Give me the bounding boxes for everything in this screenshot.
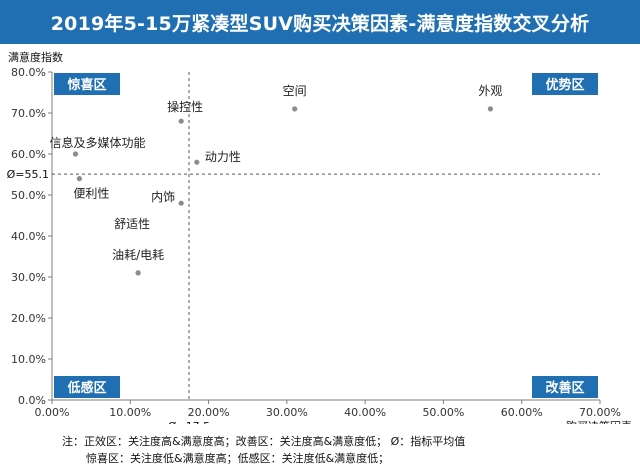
- y-tick-label: 0.0%: [18, 394, 46, 407]
- x-tick-label: 50.00%: [422, 406, 464, 419]
- scatter-point: [292, 106, 298, 112]
- chart-title: 2019年5-15万紧凑型SUV购买决策因素-满意度指数交叉分析: [0, 0, 640, 44]
- legend-note-1: 注：正效区：关注度高&满意度高；改善区：关注度高&满意度低； Ø：指标平均值: [62, 435, 466, 448]
- y-tick-label: 70.0%: [11, 107, 46, 120]
- quadrant-badge: [54, 73, 120, 95]
- scatter-point: [178, 118, 184, 124]
- y-tick-label: 50.0%: [11, 189, 46, 202]
- point-label: 信息及多媒体功能: [49, 135, 145, 150]
- quadrant-badge: [532, 376, 598, 398]
- x-tick-label: 40.00%: [344, 406, 386, 419]
- average-lines: Ø=55.1 Ø=17.5: [7, 72, 600, 424]
- point-label: 便利性: [73, 187, 109, 201]
- point-label: 内饰: [151, 190, 175, 204]
- x-tick-label: 0.00%: [35, 406, 70, 419]
- quadrant-badge: [54, 376, 120, 398]
- scatter-point: [178, 200, 184, 206]
- x-tick-label: 30.00%: [266, 406, 308, 419]
- x-tick-label: 20.00%: [188, 406, 230, 419]
- point-label: 空间: [283, 84, 307, 98]
- x-axis-title: 购买决策因素: [566, 419, 632, 424]
- scatter-point: [76, 176, 82, 182]
- x-tick-label: 60.00%: [501, 406, 543, 419]
- x-tick-label: 10.00%: [109, 406, 151, 419]
- y-axis-title: 满意度指数: [8, 50, 63, 64]
- point-label: 外观: [478, 84, 502, 98]
- y-tick-label: 60.0%: [11, 148, 46, 161]
- quadrant-badge: [532, 73, 598, 95]
- quadrant-label: 低感区: [66, 380, 106, 396]
- x-average-label: Ø=17.5: [168, 420, 210, 424]
- point-label: 舒适性: [114, 217, 150, 231]
- axes: 0.0% 10.0% 20.0% 30.0% 40.0% 50.0% 60.0% 70.0% 8…: [8, 50, 632, 424]
- scatter-point: [194, 159, 200, 165]
- quadrant-label: 惊喜区: [67, 77, 106, 93]
- y-tick-label: 80.0%: [11, 66, 46, 79]
- quadrant-label: 优势区: [545, 77, 584, 93]
- point-label: 动力性: [205, 150, 241, 164]
- scatter-point: [135, 270, 141, 276]
- scatter-chart: 0.0% 10.0% 20.0% 30.0% 40.0% 50.0% 60.0% 70.0% 8…: [7, 50, 632, 424]
- scatter-point: [487, 106, 493, 112]
- scatter-point: [72, 151, 79, 157]
- x-tick-label: 70.00%: [579, 406, 621, 419]
- legend-note-2: 惊喜区：关注度低&满意度高；低感区：关注度低&满意度低；: [86, 452, 390, 465]
- point-label: 油耗/电耗: [112, 248, 164, 262]
- y-average-label: Ø=55.1: [7, 168, 49, 181]
- y-tick-label: 40.0%: [11, 230, 46, 243]
- quadrant-label: 改善区: [545, 380, 584, 396]
- y-tick-label: 10.0%: [11, 353, 46, 366]
- y-tick-label: 20.0%: [11, 312, 46, 325]
- point-label: 操控性: [167, 99, 203, 114]
- y-tick-label: 30.0%: [11, 271, 46, 284]
